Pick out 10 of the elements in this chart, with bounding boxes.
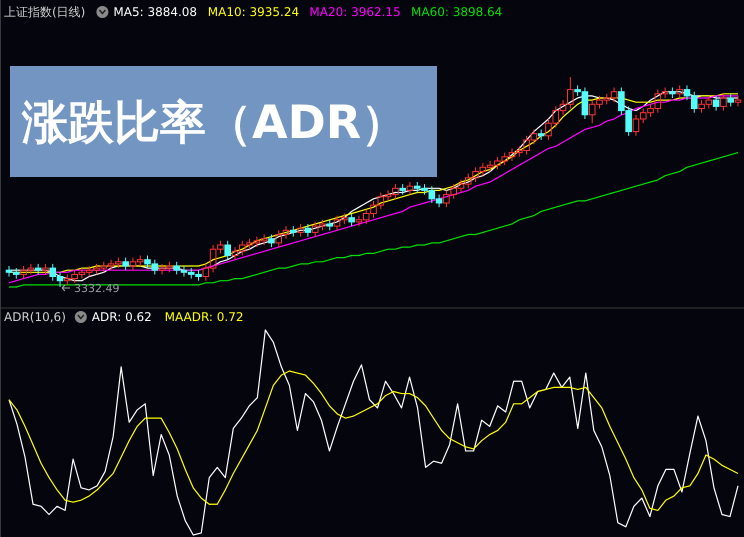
text: MAADR: 0.72 xyxy=(164,310,244,324)
text: MA5: 3884.08 xyxy=(113,5,198,19)
annotation: 3332.49 xyxy=(74,282,120,295)
text: ADR: 0.62 xyxy=(92,310,152,324)
chart-title: ADR(10,6) xyxy=(4,310,66,324)
annotation: 涨跌比率（ADR） xyxy=(21,95,408,149)
text: MA60: 3898.64 xyxy=(411,5,502,19)
text: MA10: 3935.24 xyxy=(208,5,300,19)
text: MA20: 3962.15 xyxy=(309,5,401,19)
chart-title: 上证指数(日线) xyxy=(4,5,86,19)
